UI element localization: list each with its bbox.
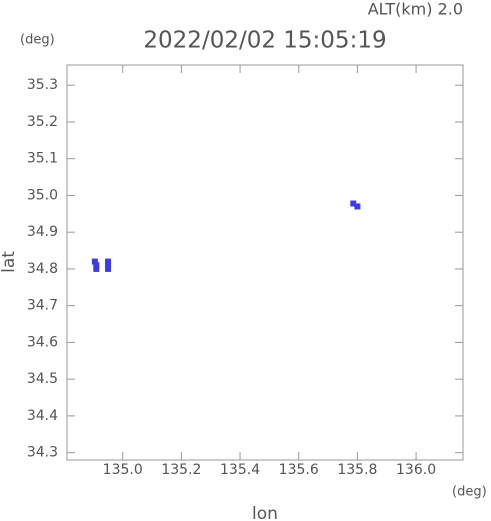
y-tick-label: 34.8 <box>27 261 58 277</box>
x-axis-label: lon <box>252 504 278 521</box>
y-tick-label: 35.3 <box>27 77 58 93</box>
x-tick-label: 135.4 <box>220 462 260 478</box>
y-tick-label: 34.7 <box>27 298 58 314</box>
echo-point <box>105 262 112 269</box>
y-tick-label: 35.2 <box>27 114 58 130</box>
plot-frame <box>66 64 464 461</box>
y-tick-label: 35.0 <box>27 187 58 203</box>
x-unit: (deg) <box>452 485 487 500</box>
echo-point <box>91 258 98 265</box>
y-unit: (deg) <box>20 33 55 48</box>
x-tick-label: 135.8 <box>337 462 377 478</box>
x-tick-label: 135.6 <box>279 462 319 478</box>
y-tick-label: 34.4 <box>27 408 58 424</box>
echo-point <box>105 265 112 272</box>
y-tick-label: 34.6 <box>27 334 58 350</box>
x-tick-label: 135.0 <box>103 462 143 478</box>
x-tick-label: 136.0 <box>396 462 436 478</box>
y-tick-label: 34.9 <box>27 224 58 240</box>
y-tick-label: 34.3 <box>27 445 58 461</box>
echo-point <box>105 258 112 265</box>
altitude-label: ALT(km) 2.0 <box>368 0 463 19</box>
echo-point <box>350 200 357 207</box>
y-tick-label: 34.5 <box>27 371 58 387</box>
echo-point <box>93 265 100 272</box>
x-tick-label: 135.2 <box>161 462 201 478</box>
echo-point <box>93 262 100 269</box>
y-tick-label: 35.1 <box>27 151 58 167</box>
y-axis-label: lat <box>0 251 19 273</box>
echo-point <box>354 203 361 210</box>
chart-title: 2022/02/02 15:05:19 <box>143 28 386 54</box>
